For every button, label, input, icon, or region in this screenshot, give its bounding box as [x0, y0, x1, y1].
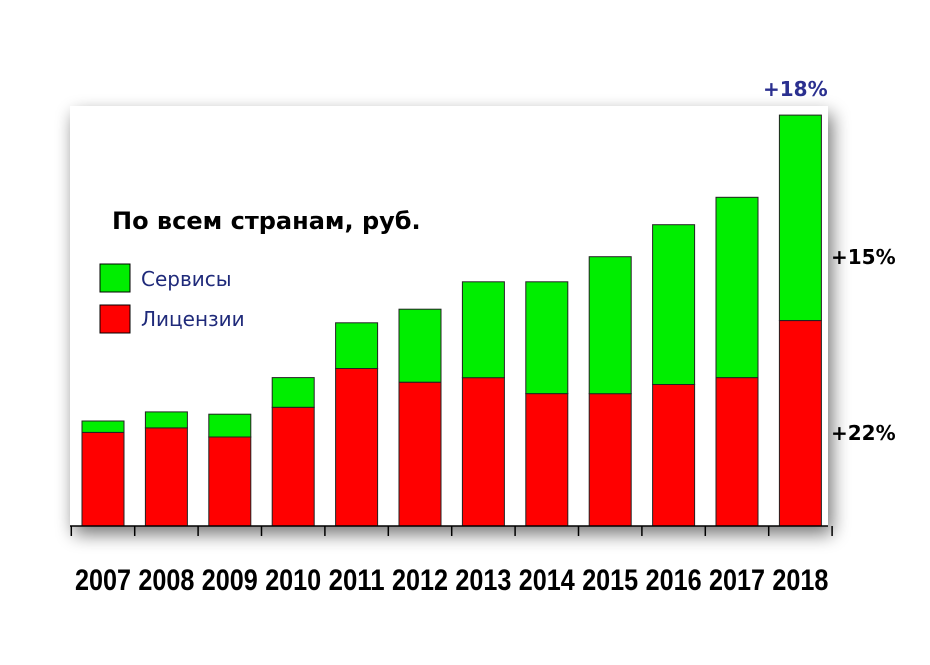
bar-services-2017 [715, 196, 759, 379]
bar-services-2009 [208, 413, 252, 438]
x-tick-label-2009: 2009 [202, 564, 258, 597]
bar-services-2013 [461, 281, 505, 379]
x-tick-label-2017: 2017 [709, 564, 765, 597]
bar-licenses-2014 [525, 393, 569, 527]
x-tick-labels: 2007 2008 2009 2010 2011 2012 2013 2014 2015 2016… [75, 564, 828, 597]
x-tick-label-2015: 2015 [582, 564, 638, 597]
chart-title: По всем странам, руб. [112, 207, 421, 235]
x-tick-label-2013: 2013 [455, 564, 511, 597]
x-tick-label-2012: 2012 [392, 564, 448, 597]
bar-services-2015 [588, 256, 632, 395]
x-tick-label-2007: 2007 [75, 564, 131, 597]
legend-label-licenses: Лицензии [141, 307, 245, 331]
x-tick-label-2016: 2016 [646, 564, 702, 597]
bar-services-2011 [335, 322, 379, 369]
bar-licenses-2007 [81, 431, 125, 527]
bar-services-2007 [81, 420, 125, 433]
x-ticks-group [70, 526, 833, 536]
bar-services-2008 [144, 411, 188, 429]
bar-licenses-2015 [588, 393, 632, 527]
bar-services-2010 [271, 377, 315, 408]
bar-services-2012 [398, 308, 442, 383]
x-tick-label-2018: 2018 [772, 564, 828, 597]
bar-licenses-2009 [208, 436, 252, 527]
x-tick-label-2010: 2010 [265, 564, 321, 597]
bar-licenses-2010 [271, 406, 315, 527]
annotation-licenses-growth: +22% [831, 421, 896, 445]
plot-area [70, 106, 828, 526]
x-tick-label-2011: 2011 [329, 564, 385, 597]
legend-swatch-licenses [99, 304, 131, 334]
bar-licenses-2011 [335, 368, 379, 527]
legend-label-services: Сервисы [141, 267, 232, 291]
legend-swatch-services [99, 263, 131, 293]
x-tick-label-2008: 2008 [138, 564, 194, 597]
bar-licenses-2008 [144, 427, 188, 527]
bar-licenses-2016 [652, 384, 696, 527]
bar-licenses-2018 [778, 320, 822, 527]
bar-licenses-2013 [461, 377, 505, 527]
bar-services-2018 [778, 114, 822, 321]
x-tick-label-2014: 2014 [519, 564, 575, 597]
annotation-services-growth: +15% [831, 245, 896, 269]
bar-services-2014 [525, 281, 569, 395]
bars-group [81, 114, 822, 527]
bar-licenses-2017 [715, 377, 759, 527]
bar-services-2016 [652, 224, 696, 385]
annotation-total-growth: +18% [763, 77, 828, 101]
bar-licenses-2012 [398, 381, 442, 527]
